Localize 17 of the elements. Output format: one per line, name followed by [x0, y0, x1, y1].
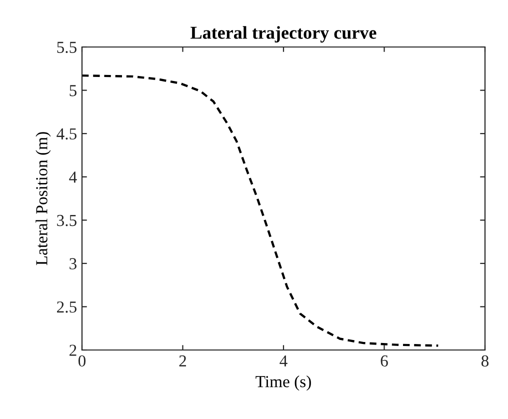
y-tick-label: 2.5	[57, 301, 76, 313]
x-tick-label: 6	[380, 355, 388, 367]
y-tick-label: 4.5	[56, 128, 76, 140]
y-tick-label: 5.5	[57, 42, 76, 54]
y-tick-label: 3	[70, 258, 76, 270]
x-tick-label: 2	[179, 355, 186, 366]
y-tick-label: 4	[69, 172, 77, 183]
y-tick-label: 5	[70, 85, 76, 96]
chart-title: Lateral trajectory curve	[190, 26, 376, 43]
y-tick-label: 3.5	[57, 214, 76, 226]
x-axis-title: Time (s)	[256, 376, 311, 391]
x-tick-label: 0	[78, 355, 86, 367]
line-series	[82, 74, 440, 347]
x-tick-label: 4	[280, 355, 288, 366]
y-axis-title: Lateral Position (m)	[36, 132, 51, 266]
y-tick-label: 2	[70, 344, 76, 356]
x-tick-label: 8	[481, 355, 489, 367]
